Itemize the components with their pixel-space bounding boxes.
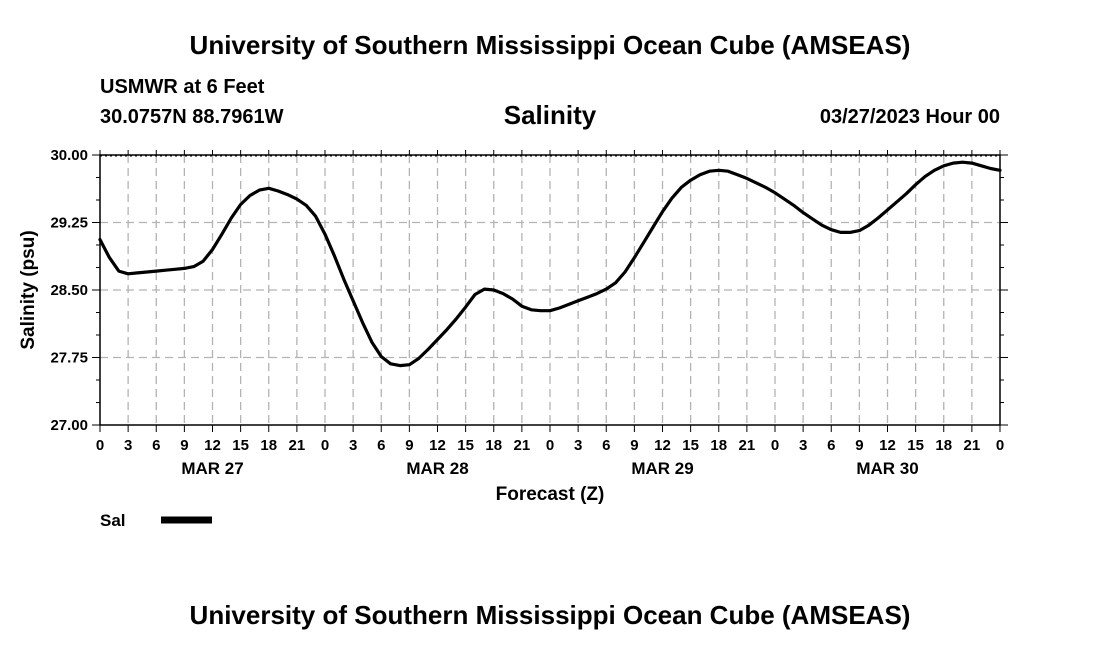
x-tick-label: 21 [514, 437, 531, 454]
x-tick-label: 0 [546, 437, 554, 454]
x-tick-label: 15 [232, 437, 249, 454]
chart-title: Salinity [504, 100, 597, 130]
x-tick-label: 21 [739, 437, 756, 454]
x-tick-label: 3 [799, 437, 807, 454]
x-tick-label: 21 [289, 437, 306, 454]
y-axis-title: Salinity (psu) [18, 230, 39, 349]
y-tick-label: 30.00 [50, 147, 88, 164]
x-tick-label: 9 [630, 437, 638, 454]
x-tick-label: 3 [124, 437, 132, 454]
x-tick-label: 9 [405, 437, 413, 454]
x-tick-label: 0 [996, 437, 1004, 454]
x-tick-label: 6 [602, 437, 610, 454]
date-label: MAR 30 [856, 459, 918, 478]
x-tick-label: 6 [827, 437, 835, 454]
x-tick-label: 9 [180, 437, 188, 454]
y-tick-label: 28.50 [50, 282, 88, 299]
station-label: USMWR at 6 Feet [100, 76, 265, 98]
footer-title: University of Southern Mississippi Ocean… [189, 600, 911, 630]
x-tick-label: 12 [654, 437, 671, 454]
x-tick-label: 18 [935, 437, 952, 454]
forecast-datetime: 03/27/2023 Hour 00 [819, 106, 1000, 128]
x-tick-label: 15 [907, 437, 924, 454]
y-tick-label: 27.00 [50, 417, 88, 434]
x-tick-label: 18 [710, 437, 727, 454]
date-label: MAR 28 [406, 459, 468, 478]
x-tick-label: 6 [152, 437, 160, 454]
x-tick-label: 0 [771, 437, 779, 454]
x-tick-label: 0 [321, 437, 329, 454]
date-label: MAR 29 [631, 459, 693, 478]
x-tick-label: 21 [964, 437, 981, 454]
salinity-chart: Salinity 27.00 27.75 28.50 29.25 30.00 0 3 6 9 12 1… [18, 100, 1008, 530]
page-title: University of Southern Mississippi Ocean… [189, 30, 911, 60]
x-tick-label: 15 [457, 437, 474, 454]
date-label: MAR 27 [181, 459, 243, 478]
x-tick-label: 18 [260, 437, 277, 454]
x-tick-label: 18 [485, 437, 502, 454]
x-axis-title: Forecast (Z) [496, 484, 605, 505]
series-line-sal [98, 160, 1002, 368]
x-tick-label: 3 [574, 437, 582, 454]
x-tick-label: 6 [377, 437, 385, 454]
y-tick-label: 29.25 [50, 215, 88, 232]
legend-label: Sal [100, 511, 126, 530]
x-tick-label: 0 [96, 437, 104, 454]
x-tick-label: 12 [204, 437, 221, 454]
x-tick-label: 15 [682, 437, 699, 454]
x-tick-label: 9 [855, 437, 863, 454]
x-tick-label: 12 [429, 437, 446, 454]
x-tick-label: 3 [349, 437, 357, 454]
y-tick-label: 27.75 [50, 350, 88, 367]
station-coordinates: 30.0757N 88.7961W [100, 106, 284, 128]
x-tick-label: 12 [879, 437, 896, 454]
